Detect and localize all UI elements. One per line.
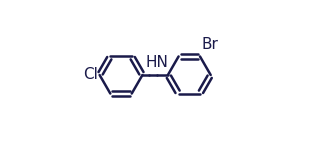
Text: HN: HN [145,55,168,70]
Text: Cl: Cl [83,68,98,82]
Text: Br: Br [202,38,219,52]
